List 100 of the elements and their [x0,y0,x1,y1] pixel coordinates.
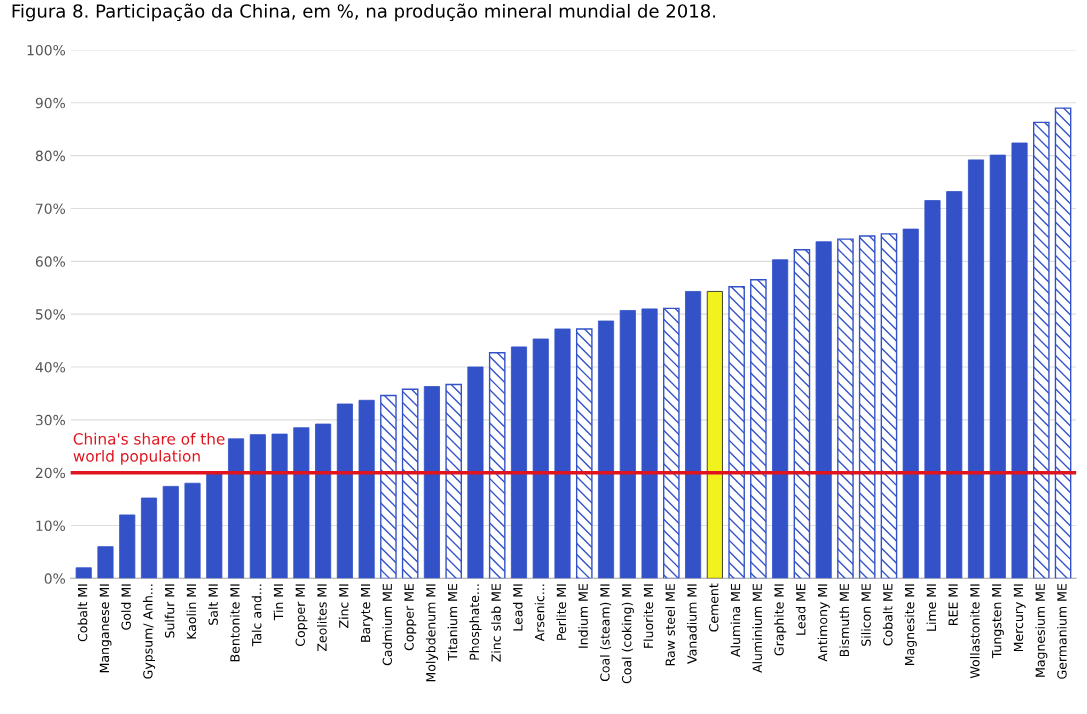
x-tick-label: Baryte MI [360,584,373,642]
bar [336,403,353,579]
bar [815,241,832,579]
bar [467,366,484,579]
x-tick-label: Vanadium MI [687,584,697,664]
x-tick-label: Antimony MI [817,584,830,662]
x-tick-label: Gold MI [121,584,131,630]
bar [880,233,898,579]
ref-line-label: China's share of the world population [73,432,225,465]
y-tick-label: 50% [36,309,66,320]
bar [293,427,310,579]
x-tick-label: Alumina ME [730,584,741,657]
bar [532,338,549,579]
bar [858,235,876,579]
bar [641,308,658,579]
bar [1011,142,1028,579]
bar [271,433,288,579]
x-tick-label: Lead ME [795,584,806,635]
x-tick-label: Cobalt ME [882,584,893,646]
bar [837,238,854,579]
y-tick-label: 90% [35,97,66,109]
bar [401,388,419,579]
bar [598,320,615,579]
x-tick-label: Bentonite MI [230,584,240,662]
bar [619,310,636,579]
bar [1054,107,1072,579]
x-tick-label: Mercury MI [1013,584,1026,652]
bar [902,228,919,579]
x-tick-label: Cement [709,583,719,632]
x-tick-label: Magnesium ME [1035,584,1048,677]
x-tick-label: Bismuth ME [839,584,850,657]
x-tick-label: Silicon ME [861,584,871,646]
x-tick-label: REE MI [948,584,958,625]
bar [423,386,440,579]
y-tick-label: 10% [36,520,66,531]
x-tick-label: Wollastonite MI [969,584,980,679]
x-tick-label: Phosphate... [469,584,482,660]
x-tick-label: Raw steel ME [665,584,675,666]
x-tick-label: Manganese MI [99,584,112,673]
x-tick-label: Graphite MI [774,584,787,656]
bar [575,328,593,579]
x-tick-label: Zeolites MI [317,584,327,652]
bar [728,285,745,579]
y-tick-label: 60% [35,256,66,267]
bar [510,346,528,579]
x-tick-label: Copper MI [295,584,308,647]
bar [140,497,158,579]
bar [97,546,114,579]
x-tick-label: Copper ME [404,584,417,651]
bar [967,159,985,579]
bar [554,328,571,579]
y-tick-label: 20% [35,467,66,479]
bar [380,394,397,579]
x-tick-label: Molybdenum MI [425,584,438,682]
x-tick-label: Cadmium ME [382,584,393,666]
y-tick-label: 30% [35,414,66,426]
bar [119,514,136,579]
bar [249,434,266,579]
bar [184,482,201,579]
x-tick-label: Lead MI [512,584,523,631]
bar [206,471,223,579]
x-tick-label: Perlite MI [556,584,567,640]
x-tick-label: Talc and... [251,584,262,647]
bar [358,399,375,579]
bar [488,352,506,579]
x-tick-label: Coal (steam) MI [599,584,612,682]
y-tick-label: 40% [35,361,66,373]
x-tick-label: Lime MI [926,584,937,631]
x-tick-label: Tin MI [273,584,284,621]
x-tick-label: Indium ME [578,584,588,648]
x-tick-label: Fluorite MI [643,584,654,648]
x-tick-label: Gypsum/ Anh... [142,584,156,679]
x-tick-label: Titanium ME [447,584,458,661]
bar [228,438,245,579]
bar [315,423,332,579]
bar [750,279,767,579]
y-tick-label: 80% [35,150,66,162]
bar [445,383,463,579]
x-tick-label: Germanium ME [1057,584,1067,679]
x-tick-label: Coal (coking) MI [621,584,634,684]
chart-title: Figura 8. Participação da China, em %, na produção mineral mundial de 2018. [12,3,716,22]
bar [989,154,1006,579]
x-tick-label: Sulfur MI [164,584,175,638]
bar [75,567,92,579]
bar [1032,121,1050,579]
bar [946,191,963,579]
x-tick-label: Arsenic... [534,584,545,642]
y-tick-label: 70% [36,203,66,214]
x-tick-label: Aluminium ME [752,584,763,673]
bar [793,249,811,579]
bar [772,259,789,579]
x-tick-label: Zinc slab ME [491,584,501,662]
x-tick-label: Kaolin MI [186,584,197,639]
y-tick-label: 100% [27,44,66,56]
x-tick-label: Salt MI [208,584,218,625]
x-tick-label: Magnesite MI [904,584,917,665]
bar [685,291,702,579]
x-tick-label: Tungsten MI [992,584,1004,659]
x-tick-label: Cobalt MI [77,584,88,642]
bar [706,291,723,579]
